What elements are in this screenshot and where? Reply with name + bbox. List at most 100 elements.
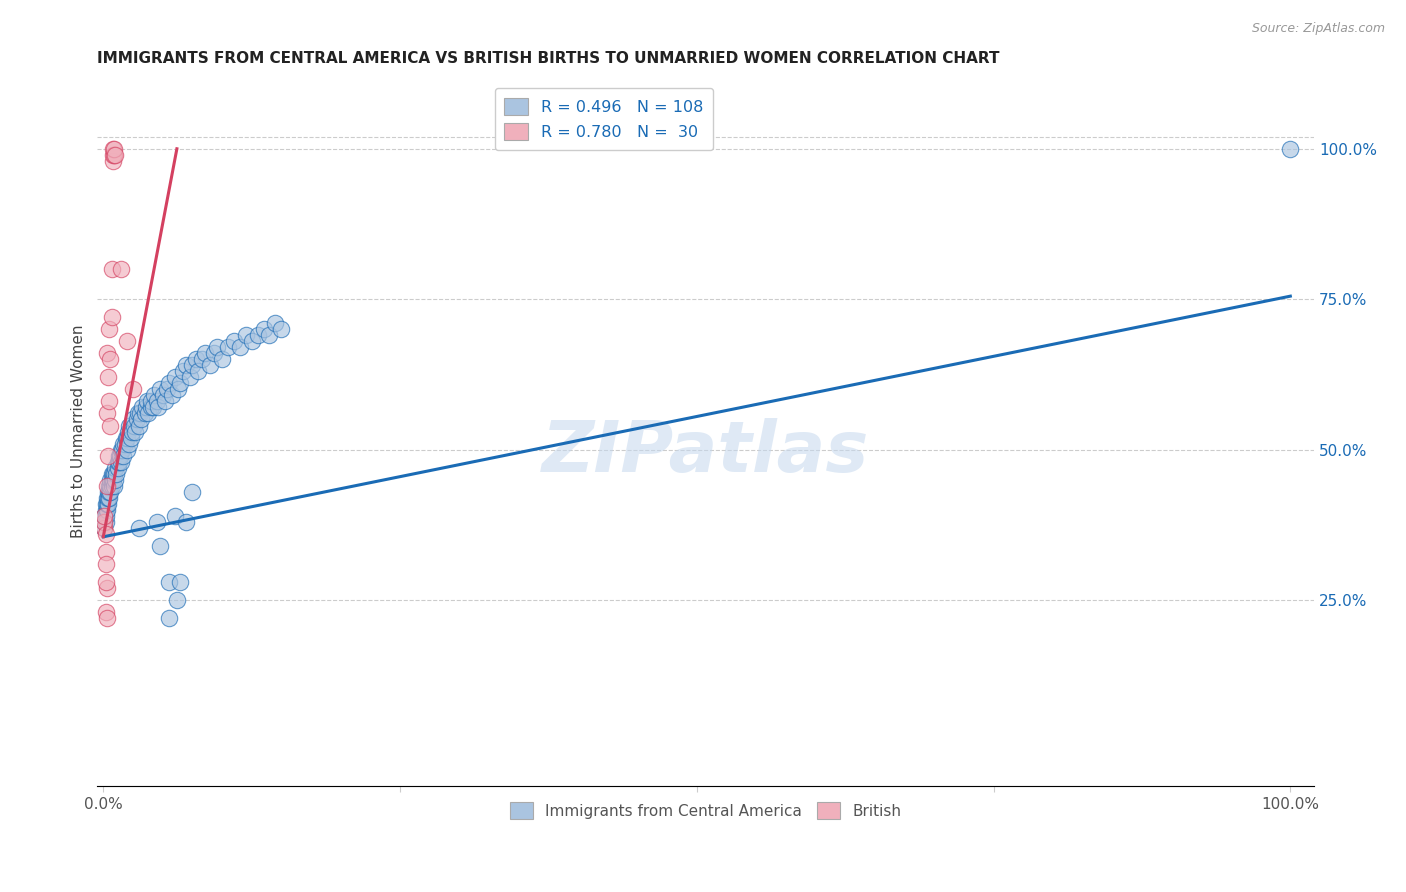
Point xyxy=(264,316,287,330)
Point xyxy=(96,478,118,492)
Legend: Immigrants from Central America, British: Immigrants from Central America, British xyxy=(503,796,907,825)
Point xyxy=(181,359,204,373)
Point xyxy=(96,497,118,511)
Point xyxy=(110,262,132,277)
Point xyxy=(94,502,117,516)
Point xyxy=(122,383,145,397)
Point xyxy=(96,611,118,625)
Point xyxy=(117,425,139,439)
Point xyxy=(145,515,167,529)
Point xyxy=(169,574,191,589)
Point xyxy=(100,473,122,487)
Point xyxy=(128,418,150,433)
Point xyxy=(167,383,190,397)
Point xyxy=(104,473,127,487)
Point xyxy=(143,388,166,402)
Point xyxy=(176,359,198,373)
Point xyxy=(112,449,135,463)
Point xyxy=(127,407,149,421)
Point xyxy=(94,557,117,571)
Point xyxy=(97,491,120,505)
Point xyxy=(97,449,120,463)
Point xyxy=(157,574,180,589)
Point xyxy=(124,425,146,439)
Point xyxy=(100,418,122,433)
Point xyxy=(108,449,131,463)
Point xyxy=(152,388,174,402)
Point xyxy=(115,431,138,445)
Point xyxy=(179,370,201,384)
Point xyxy=(172,364,194,378)
Point xyxy=(114,436,136,450)
Point xyxy=(235,328,257,343)
Point xyxy=(100,478,122,492)
Point xyxy=(104,460,127,475)
Point xyxy=(149,539,172,553)
Text: Source: ZipAtlas.com: Source: ZipAtlas.com xyxy=(1251,22,1385,36)
Point xyxy=(101,142,124,156)
Point xyxy=(101,467,124,481)
Point xyxy=(98,394,121,409)
Point xyxy=(97,370,120,384)
Point xyxy=(94,574,117,589)
Point xyxy=(103,478,125,492)
Point xyxy=(115,442,138,457)
Point xyxy=(198,359,221,373)
Point xyxy=(217,340,239,354)
Point xyxy=(104,148,127,162)
Point xyxy=(94,508,117,523)
Point xyxy=(103,142,125,156)
Point xyxy=(115,334,138,349)
Point xyxy=(96,502,118,516)
Point xyxy=(93,521,115,535)
Point xyxy=(131,401,153,415)
Point xyxy=(1279,142,1302,156)
Point xyxy=(96,491,118,505)
Point xyxy=(107,460,129,475)
Point xyxy=(259,328,281,343)
Point xyxy=(96,407,118,421)
Point xyxy=(176,515,198,529)
Point xyxy=(157,611,180,625)
Point xyxy=(94,497,117,511)
Point xyxy=(94,545,117,559)
Point xyxy=(187,364,209,378)
Point xyxy=(107,454,129,468)
Point xyxy=(246,328,269,343)
Point xyxy=(98,484,121,499)
Point xyxy=(136,394,159,409)
Point xyxy=(211,352,233,367)
Point xyxy=(142,401,165,415)
Point xyxy=(101,473,124,487)
Point xyxy=(145,394,167,409)
Point xyxy=(96,581,118,595)
Point xyxy=(94,526,117,541)
Point xyxy=(101,148,124,162)
Point xyxy=(156,383,179,397)
Point xyxy=(184,352,207,367)
Point xyxy=(100,352,122,367)
Point xyxy=(100,478,122,492)
Point xyxy=(100,310,122,325)
Point xyxy=(107,454,129,468)
Point xyxy=(229,340,252,354)
Point xyxy=(122,418,145,433)
Point xyxy=(181,484,204,499)
Point xyxy=(97,497,120,511)
Point xyxy=(166,593,188,607)
Point xyxy=(110,454,132,468)
Point xyxy=(112,436,135,450)
Point xyxy=(146,401,169,415)
Point xyxy=(96,346,118,360)
Point xyxy=(202,346,225,360)
Point xyxy=(194,346,217,360)
Point xyxy=(128,521,150,535)
Point xyxy=(110,442,132,457)
Y-axis label: Births to Unmarried Women: Births to Unmarried Women xyxy=(72,325,86,538)
Point xyxy=(94,515,117,529)
Text: IMMIGRANTS FROM CENTRAL AMERICA VS BRITISH BIRTHS TO UNMARRIED WOMEN CORRELATION: IMMIGRANTS FROM CENTRAL AMERICA VS BRITI… xyxy=(97,51,1000,66)
Point xyxy=(252,322,274,336)
Point xyxy=(100,467,122,481)
Point xyxy=(93,508,115,523)
Point xyxy=(191,352,214,367)
